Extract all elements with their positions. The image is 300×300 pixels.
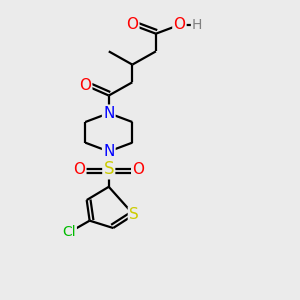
Text: N: N (103, 106, 115, 121)
Text: Cl: Cl (62, 225, 76, 239)
Text: O: O (79, 78, 91, 93)
Text: O: O (126, 17, 138, 32)
Text: S: S (129, 207, 139, 222)
Text: O: O (73, 162, 85, 177)
Text: S: S (103, 160, 114, 178)
Text: O: O (173, 17, 185, 32)
Text: H: H (192, 18, 202, 32)
Text: N: N (103, 144, 115, 159)
Text: O: O (132, 162, 144, 177)
